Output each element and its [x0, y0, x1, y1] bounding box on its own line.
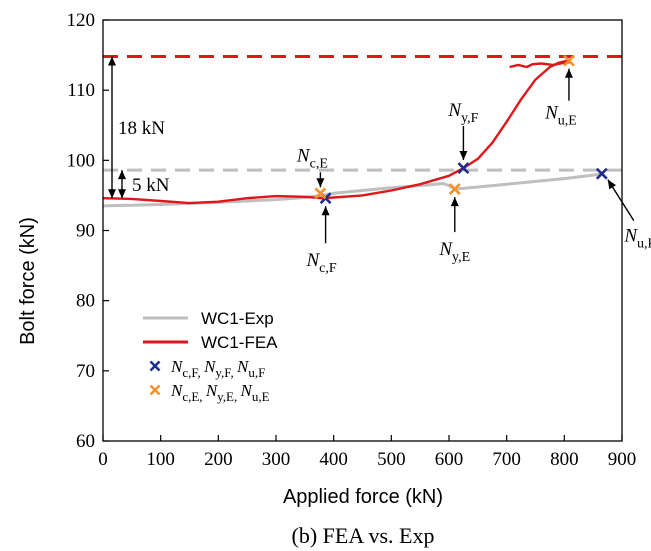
marker-y-E-stroke-b: [448, 183, 461, 196]
marker-c-E-stroke-b: [314, 187, 327, 200]
marker-label-u-E: Nu,E: [544, 103, 577, 129]
series-line-3: [509, 60, 572, 69]
marker-label-u-F-arrow-head: [607, 179, 617, 190]
legend-item-4-swatch: [149, 384, 161, 396]
y-axis-label: Bolt force (kN): [17, 217, 39, 345]
y-tick-label-120: 120: [67, 10, 96, 31]
x-tick-label-0: 0: [98, 449, 108, 470]
y-tick-label-100: 100: [67, 150, 96, 171]
marker-label-y-E-arrow: [450, 197, 459, 233]
dimension-18kn-down: [108, 127, 116, 199]
marker-label-y-F-arrow: [459, 126, 468, 161]
marker-label-c-E-arrow-head: [316, 178, 325, 188]
legend-item-2-text: WC1-FEA: [201, 333, 278, 352]
marker-label-y-E: Ny,E: [438, 239, 470, 265]
dimension-18kn-down-head: [108, 189, 116, 199]
marker-u-E-stroke-b: [563, 54, 575, 67]
y-tick-label-70: 70: [76, 361, 95, 382]
dimension-label-5kn: 5 kN: [132, 175, 170, 196]
marker-label-y-E-arrow-head: [450, 197, 459, 207]
dimension-18kn-up: [108, 56, 116, 128]
plot-area: 0 100 200 300 400 500 600 700 800 900 60 70 80 90 100 1…: [67, 10, 651, 470]
marker-label-c-F-arrow: [321, 206, 330, 244]
x-tick-label-800: 800: [550, 449, 579, 470]
marker-label-u-E-arrow: [564, 68, 573, 101]
y-tick-label-90: 90: [76, 221, 95, 242]
x-axis-label: Applied force (kN): [283, 486, 443, 508]
x-tick-label-400: 400: [319, 449, 348, 470]
dimension-18kn-up-head: [108, 56, 116, 66]
y-tick-label-60: 60: [76, 431, 95, 452]
series-line-1: [102, 172, 603, 208]
marker-label-c-E: Nc,E: [296, 145, 328, 171]
dimension-5kn-down-head: [118, 189, 126, 199]
marker-label-c-F: Nc,F: [305, 250, 336, 276]
x-tick-label-600: 600: [435, 449, 464, 470]
dimension-5kn-down: [118, 184, 126, 199]
dimension-label-18kn: 18 kN: [118, 118, 165, 139]
legend-item-3-text: Nc,F, Ny,F, Nu,F: [170, 357, 265, 380]
x-tick-label-500: 500: [377, 449, 406, 470]
marker-label-u-F-arrow: [607, 179, 635, 222]
series-line-2: [102, 59, 570, 205]
marker-label-y-F: Ny,F: [447, 100, 478, 126]
legend-item-4-swatch-stroke-b: [149, 384, 161, 396]
legend-item-1-text: WC1-Exp: [201, 309, 274, 328]
y-tick-label-80: 80: [76, 291, 95, 312]
marker-label-u-E-arrow-head: [564, 68, 573, 78]
x-tick-label-100: 100: [146, 449, 175, 470]
marker-label-u-F: Nu,F: [623, 226, 651, 252]
plot-frame: [102, 19, 623, 442]
legend-item-3-swatch-stroke-b: [149, 360, 161, 372]
x-tick-label-700: 700: [492, 449, 521, 470]
marker-u-E: [563, 54, 575, 67]
marker-label-y-F-arrow-head: [459, 151, 468, 161]
y-tick-label-110: 110: [67, 80, 95, 101]
marker-u-F-stroke-b: [595, 167, 608, 180]
marker-c-F-stroke-b: [319, 192, 332, 205]
marker-y-F-stroke-b: [457, 162, 470, 174]
figure-caption: (b) FEA vs. Exp: [292, 523, 435, 548]
marker-c-E: [314, 187, 327, 200]
dimension-5kn-up: [118, 170, 126, 185]
x-tick-label-200: 200: [204, 449, 233, 470]
legend-item-3-swatch: [149, 360, 161, 372]
marker-u-F: [595, 167, 608, 180]
marker-label-c-F-arrow-head: [321, 206, 330, 216]
x-tick-label-900: 900: [608, 449, 637, 470]
dimension-5kn-up-head: [118, 170, 126, 180]
marker-y-F: [457, 162, 470, 174]
x-tick-label-300: 300: [262, 449, 291, 470]
marker-y-E: [448, 183, 461, 196]
marker-label-c-E-arrow: [316, 172, 325, 188]
legend-item-4-text: Nc,E, Ny,E, Nu,E: [170, 381, 270, 404]
